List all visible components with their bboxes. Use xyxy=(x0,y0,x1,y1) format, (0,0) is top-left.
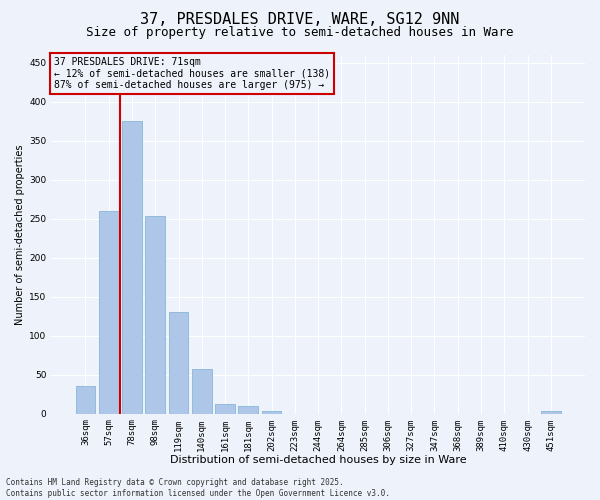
Bar xyxy=(122,122,142,414)
Bar xyxy=(238,406,258,413)
Text: Size of property relative to semi-detached houses in Ware: Size of property relative to semi-detach… xyxy=(86,26,514,39)
Bar xyxy=(262,410,281,414)
Y-axis label: Number of semi-detached properties: Number of semi-detached properties xyxy=(15,144,25,324)
Bar xyxy=(145,216,165,414)
Bar xyxy=(541,410,561,414)
X-axis label: Distribution of semi-detached houses by size in Ware: Distribution of semi-detached houses by … xyxy=(170,455,466,465)
Text: 37 PRESDALES DRIVE: 71sqm
← 12% of semi-detached houses are smaller (138)
87% of: 37 PRESDALES DRIVE: 71sqm ← 12% of semi-… xyxy=(54,57,330,90)
Text: Contains HM Land Registry data © Crown copyright and database right 2025.
Contai: Contains HM Land Registry data © Crown c… xyxy=(6,478,390,498)
Bar xyxy=(169,312,188,414)
Bar xyxy=(99,211,119,414)
Bar xyxy=(192,370,212,414)
Bar xyxy=(76,386,95,413)
Bar xyxy=(215,404,235,413)
Text: 37, PRESDALES DRIVE, WARE, SG12 9NN: 37, PRESDALES DRIVE, WARE, SG12 9NN xyxy=(140,12,460,28)
